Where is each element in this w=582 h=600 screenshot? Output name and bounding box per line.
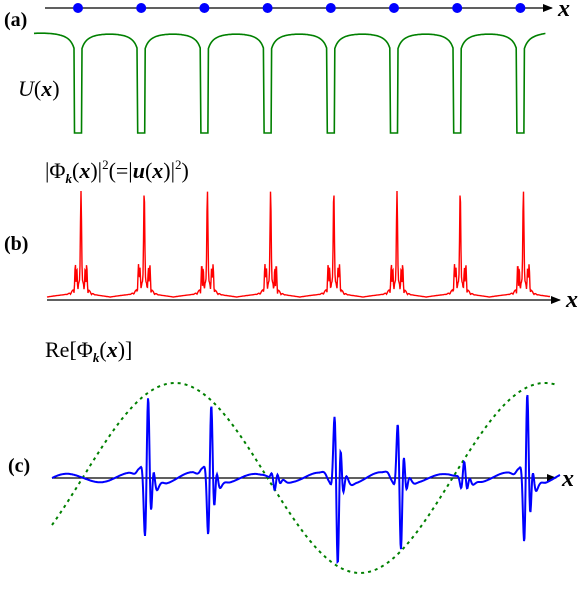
- panel-c-tag: (c): [8, 455, 30, 477]
- envelope-curve: [51, 382, 559, 575]
- potential-curve: [33, 32, 546, 134]
- atom-dot: [73, 3, 83, 13]
- atom-dot: [515, 3, 526, 13]
- panel-a-x-label: x: [557, 0, 570, 22]
- density-title: |Φk(x)|2(=|u(x)|2): [45, 157, 189, 186]
- panel-b: |Φk(x)|2(=|u(x)|2) (b) x: [4, 157, 578, 313]
- wavefunction-title: Re[Φk(x)]: [45, 337, 132, 365]
- atom-dot: [452, 3, 463, 13]
- wavefunction-curve: [51, 394, 561, 565]
- atom-dot: [325, 3, 336, 13]
- panel-b-x-label: x: [565, 287, 578, 313]
- atom-dot: [389, 3, 399, 13]
- density-curve: [46, 190, 551, 298]
- panel-c-x-label: x: [561, 466, 574, 492]
- atom-row: [73, 3, 526, 13]
- panel-b-tag: (b): [4, 233, 28, 255]
- panel-c: Re[Φk(x)] (c) x: [8, 337, 574, 575]
- potential-label: U(x): [18, 76, 60, 101]
- atom-dot: [262, 3, 273, 13]
- atom-dot: [136, 3, 147, 13]
- atom-dot: [199, 3, 210, 13]
- panel-a: (a) x U(x): [4, 0, 570, 134]
- panel-a-tag: (a): [4, 9, 27, 31]
